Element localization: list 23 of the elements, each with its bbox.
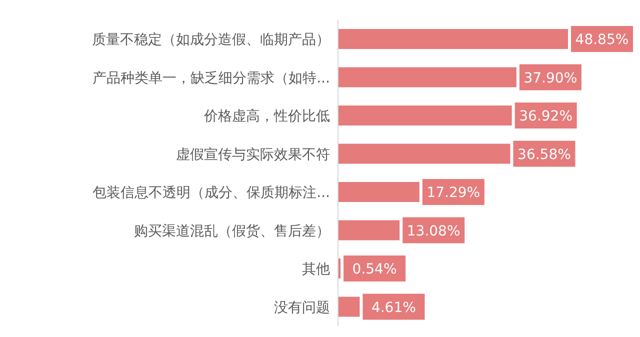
data-label: 17.29%: [426, 185, 480, 201]
data-label: 48.85%: [575, 32, 629, 48]
y-tick-label: 质量不稳定（如成分造假、临期产品）: [92, 32, 330, 48]
data-label: 13.08%: [406, 223, 460, 240]
data-label: 36.58%: [518, 146, 571, 163]
bar: [338, 67, 516, 88]
bar: [338, 296, 360, 317]
y-tick-label: 虚假宣传与实际效果不符: [176, 146, 330, 163]
y-tick-label: 包装信息不透明（成分、保质期标注...: [92, 185, 330, 202]
bar: [338, 29, 568, 49]
bar: [338, 106, 512, 126]
bar: [338, 220, 400, 240]
y-tick-label: 产品种类单一，缺乏细分需求（如特...: [92, 70, 330, 86]
data-label: 4.61%: [371, 300, 416, 316]
y-tick-label: 购买渠道混乱（假货、售后差）: [134, 223, 330, 240]
bar: [338, 182, 420, 202]
y-tick-label: 没有问题: [274, 300, 330, 316]
y-tick-label: 其他: [302, 262, 330, 278]
data-label: 0.54%: [352, 262, 397, 278]
data-label: 36.92%: [519, 108, 573, 124]
bar: [338, 144, 510, 164]
y-tick-label: 价格虚高，性价比低: [203, 108, 330, 125]
data-label: 37.90%: [524, 70, 578, 86]
